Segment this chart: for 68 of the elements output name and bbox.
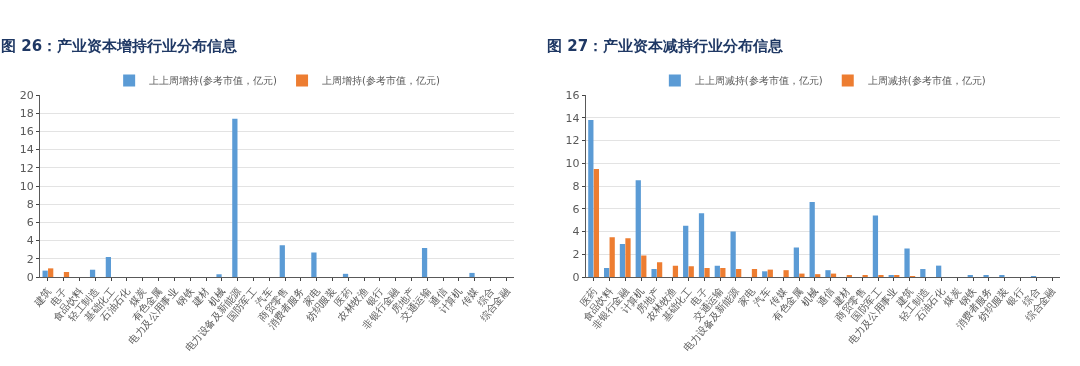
bar — [625, 238, 631, 277]
bar — [609, 237, 615, 277]
bar — [872, 215, 879, 277]
bar — [683, 225, 689, 277]
y-tick-label: 0 — [572, 270, 580, 284]
bar — [279, 245, 285, 277]
bar — [469, 272, 475, 277]
chart-title: 图 26：产业资本增持行业分布信息 — [1, 37, 239, 55]
y-tick-label: 12 — [19, 161, 34, 175]
bar — [815, 274, 821, 277]
y-tick-label: 20 — [19, 88, 34, 102]
bar — [604, 267, 610, 277]
y-tick-label: 16 — [19, 125, 34, 139]
bar — [588, 120, 594, 277]
bar — [793, 247, 799, 277]
bar — [920, 269, 926, 277]
y-tick-label: 10 — [19, 179, 34, 193]
y-tick-label: 14 — [565, 111, 580, 125]
y-tick-label: 4 — [572, 225, 580, 239]
y-tick-label: 6 — [572, 202, 580, 216]
bar — [89, 269, 96, 277]
bar — [767, 269, 773, 277]
bar — [651, 269, 657, 277]
y-tick-label: 16 — [565, 88, 580, 102]
legend-label: 上周减持(参考市值，亿元) — [867, 75, 986, 87]
y-tick-label: 8 — [572, 179, 580, 193]
bar — [730, 231, 736, 277]
legend-label: 上上周减持(参考市值，亿元) — [694, 75, 823, 87]
legend-label: 上周增持(参考市值，亿元) — [322, 75, 440, 87]
bar — [736, 269, 742, 277]
bar — [825, 270, 831, 277]
bar — [809, 201, 815, 277]
bar — [720, 267, 726, 277]
bar — [216, 274, 222, 277]
bar — [704, 267, 710, 277]
y-tick-label: 14 — [19, 143, 34, 157]
bar — [672, 265, 679, 277]
bar — [783, 270, 789, 277]
y-tick-label: 6 — [26, 216, 34, 230]
bar — [656, 262, 663, 277]
y-tick-label: 8 — [26, 198, 34, 212]
bar — [311, 252, 317, 277]
y-tick-label: 2 — [572, 248, 580, 262]
bar — [714, 265, 720, 277]
chart-title: 图 27：产业资本减持行业分布信息 — [547, 37, 785, 55]
y-tick-label: 18 — [19, 107, 34, 121]
bar — [421, 247, 428, 277]
bar — [593, 168, 599, 277]
bar — [762, 271, 768, 277]
y-tick-label: 12 — [565, 134, 580, 148]
bar — [63, 272, 70, 277]
y-tick-label: 4 — [26, 234, 34, 248]
bar — [688, 266, 694, 277]
bar — [799, 273, 805, 277]
bar — [936, 265, 942, 277]
bar — [232, 118, 238, 277]
bar — [751, 269, 758, 277]
y-tick-label: 2 — [26, 252, 34, 266]
y-tick-label: 0 — [26, 270, 34, 284]
bar — [698, 213, 705, 277]
bar — [904, 248, 910, 277]
bar — [641, 255, 647, 277]
bar — [48, 268, 54, 277]
bar — [635, 180, 641, 277]
legend-label: 上上周增持(参考市值，亿元) — [149, 75, 278, 87]
y-tick-label: 10 — [565, 157, 580, 171]
bar — [619, 244, 626, 277]
bar — [105, 256, 112, 277]
